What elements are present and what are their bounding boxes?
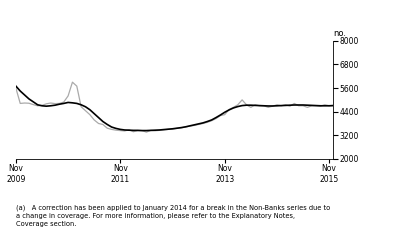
- Text: no.: no.: [333, 30, 347, 39]
- Text: (a)   A correction has been applied to January 2014 for a break in the Non-Banks: (a) A correction has been applied to Jan…: [16, 205, 330, 227]
